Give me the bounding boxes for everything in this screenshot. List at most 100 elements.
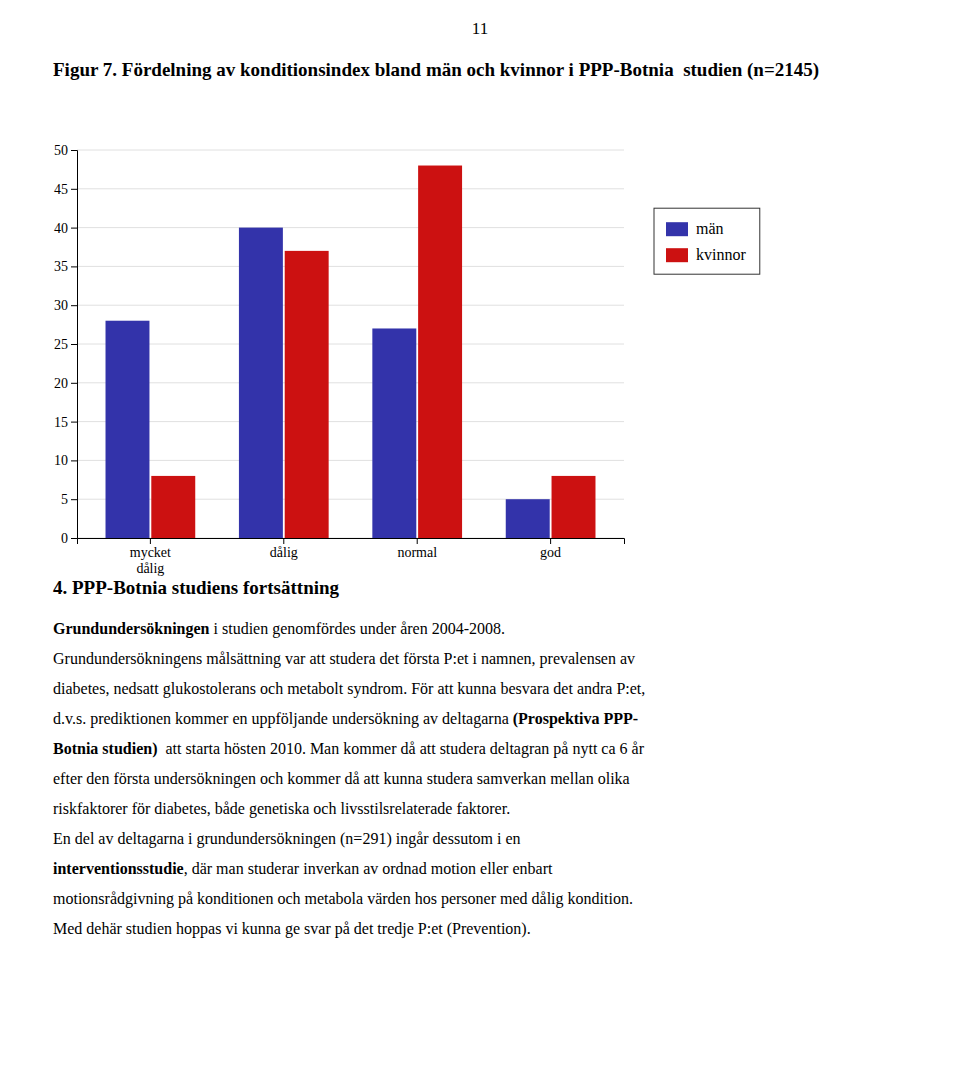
bar <box>106 321 150 538</box>
legend-box <box>654 208 760 274</box>
y-tick: 10 <box>54 453 77 468</box>
x-axis: mycketdåligdålignormalgod <box>78 538 625 576</box>
y-tick: 25 <box>54 337 77 352</box>
body-line: riskfaktorer för diabetes, både genetisk… <box>53 800 510 818</box>
y-tick-label: 40 <box>54 221 68 236</box>
y-axis: 0 5 10 15 20 25 30 35 40 45 50 <box>54 143 78 546</box>
grid-line <box>77 188 624 189</box>
x-tick-label-line: normal <box>397 545 437 560</box>
grid-line <box>77 150 624 151</box>
body-line: motionsrådgivning på konditionen och met… <box>53 890 633 908</box>
chart: 05101520253035404550mycketdåligdålignorm… <box>54 143 760 576</box>
y-tick-label: 25 <box>54 337 68 352</box>
grid-line <box>77 460 624 461</box>
y-tick: 35 <box>54 259 77 274</box>
body-line: En del av deltagarna i grundundersökning… <box>53 830 521 848</box>
x-tick-label: god <box>540 545 561 560</box>
x-tick: god <box>540 538 561 560</box>
body-line: efter den första undersökningen och komm… <box>53 770 630 788</box>
y-tick-mark <box>71 228 77 229</box>
y-tick-label: 45 <box>54 182 68 197</box>
y-tick-label: 20 <box>54 376 68 391</box>
grid-line <box>77 382 624 383</box>
legend-label: män <box>696 220 724 237</box>
x-tick-label-line: god <box>540 545 561 560</box>
x-tick-mark <box>150 538 151 544</box>
x-tick: mycketdålig <box>130 538 171 576</box>
body-bold: interventionsstudie <box>53 860 184 877</box>
x-tick-label-line: mycket <box>130 545 171 560</box>
body-line: Grundundersökningen i studien genomförde… <box>53 620 505 638</box>
grid-line <box>77 227 624 228</box>
x-tick: normal <box>397 538 437 560</box>
y-tick-label: 35 <box>54 259 68 274</box>
body-bold: (Prospektiva PPP- <box>513 710 638 728</box>
x-tick-mark <box>550 538 551 544</box>
y-tick-mark <box>71 266 77 267</box>
y-tick: 15 <box>54 415 77 430</box>
body-bold: Grundundersökningen <box>53 620 210 638</box>
grid-line <box>77 421 624 422</box>
legend: män kvinnor <box>654 208 760 274</box>
body-text: Grundundersökningen i studien genomförde… <box>53 620 645 938</box>
y-tick-label: 15 <box>54 415 68 430</box>
body-run: efter den första undersökningen och komm… <box>53 770 630 788</box>
y-tick-mark <box>71 189 77 190</box>
x-tick-label-line: dålig <box>270 545 298 560</box>
y-tick: 0 <box>61 531 77 546</box>
x-axis-line <box>78 539 625 545</box>
bar <box>151 476 195 538</box>
bar <box>552 476 596 538</box>
y-tick: 30 <box>54 298 77 313</box>
body-line: interventionsstudie, där man studerar in… <box>53 860 553 877</box>
y-tick-mark <box>71 499 77 500</box>
y-tick: 40 <box>54 221 77 236</box>
body-run: att starta hösten 2010. Man kommer då at… <box>157 740 644 758</box>
body-run: i studien genomfördes under åren 2004-20… <box>210 620 505 638</box>
body-bold: Botnia studien) <box>53 740 157 758</box>
legend-item: män <box>666 220 724 237</box>
bar <box>372 328 416 538</box>
body-run: , där man studerar inverkan av ordnad mo… <box>184 860 553 877</box>
y-tick-label: 10 <box>54 453 68 468</box>
body-run: motionsrådgivning på konditionen och met… <box>53 890 633 908</box>
x-tick-mark <box>417 538 418 544</box>
bar-series <box>151 166 595 538</box>
y-tick-label: 50 <box>54 143 68 158</box>
y-tick: 20 <box>54 376 77 391</box>
bar <box>239 228 283 538</box>
y-tick-mark <box>71 305 77 306</box>
body-line: d.v.s. prediktionen kommer en uppföljand… <box>53 710 638 728</box>
y-tick-label: 5 <box>61 492 68 507</box>
body-run: Grundundersökningens målsättning var att… <box>53 650 635 668</box>
body-line: Grundundersökningens målsättning var att… <box>53 650 635 668</box>
y-tick-label: 0 <box>61 531 68 546</box>
bar <box>285 251 329 538</box>
y-tick-mark <box>71 422 77 423</box>
grid <box>77 150 624 538</box>
y-tick-label: 30 <box>54 298 68 313</box>
x-tick-label: normal <box>397 545 437 560</box>
x-tick: dålig <box>270 538 298 560</box>
legend-swatch <box>666 222 688 236</box>
body-line: diabetes, nedsatt glukostolerans och met… <box>53 680 645 698</box>
y-tick-mark <box>71 383 77 384</box>
body-run: d.v.s. prediktionen kommer en uppföljand… <box>53 710 513 728</box>
page-number: 11 <box>472 19 488 38</box>
y-tick: 45 <box>54 182 77 197</box>
body-run: Med dehär studien hoppas vi kunna ge sva… <box>53 920 531 938</box>
x-tick-label: mycketdålig <box>130 545 171 576</box>
y-tick-mark <box>71 344 77 345</box>
y-axis-line <box>71 151 78 539</box>
legend-swatch <box>666 248 688 262</box>
bar <box>418 166 462 538</box>
body-run: diabetes, nedsatt glukostolerans och met… <box>53 680 645 698</box>
legend-label: kvinnor <box>696 246 746 263</box>
page: 11Figur 7. Fördelning av konditionsindex… <box>0 0 960 1076</box>
x-tick-mark <box>283 538 284 544</box>
bar <box>506 499 550 538</box>
body-line: Botnia studien) att starta hösten 2010. … <box>53 740 645 758</box>
grid-line <box>77 344 624 345</box>
bar-series <box>106 228 550 538</box>
x-tick-label-line: dålig <box>136 561 164 576</box>
